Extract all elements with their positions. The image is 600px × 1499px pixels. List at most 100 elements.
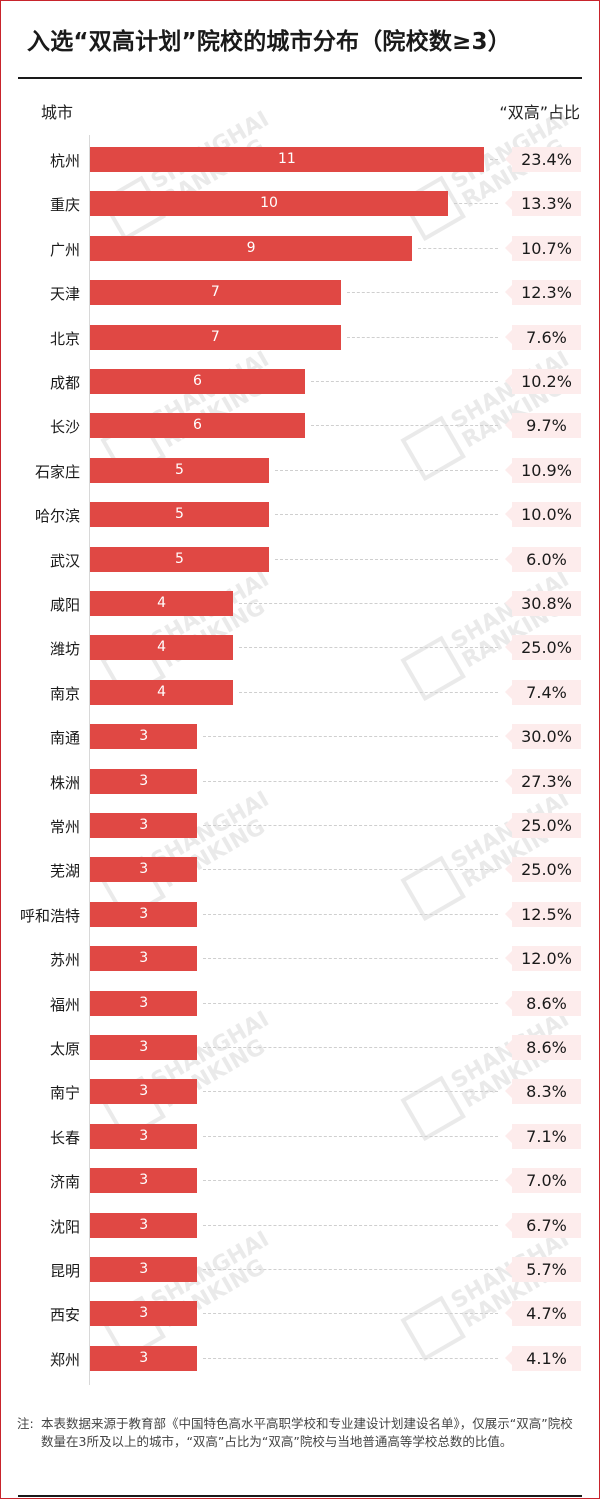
bar-row: 长沙 6 9.7% [0, 413, 600, 439]
share-badge: 25.0% [505, 813, 581, 838]
count-bar: 3 [90, 1212, 198, 1238]
bar-row: 哈尔滨 5 10.0% [0, 502, 600, 528]
leader-line [489, 159, 498, 160]
bar-row: 南宁 3 8.3% [0, 1079, 600, 1105]
share-badge: 10.7% [505, 235, 581, 261]
bar-row: 济南 3 7.0% [0, 1168, 600, 1194]
count-bar: 3 [90, 1079, 198, 1105]
city-label: 广州 [49, 240, 80, 259]
city-label: 沈阳 [49, 1217, 80, 1236]
leader-line [310, 425, 498, 427]
leader-line [454, 203, 498, 205]
city-label: 北京 [49, 329, 80, 348]
share-badge: 10.0% [505, 502, 581, 528]
city-label: 南通 [49, 729, 80, 748]
leader-line [203, 1135, 498, 1137]
share-badge: 30.8% [505, 591, 581, 616]
city-label: 石家庄 [34, 462, 80, 481]
city-label: 昆明 [49, 1262, 80, 1280]
city-label: 济南 [49, 1173, 80, 1192]
leader-line [203, 1002, 498, 1004]
count-bar: 3 [90, 990, 198, 1016]
share-badge: 7.4% [505, 679, 581, 705]
share-badge: 9.7% [505, 413, 581, 439]
footnote: 注: 本表数据来源于教育部《中国特色高水平高职学校和专业建设计划建设名单》，仅展… [17, 1415, 585, 1451]
bar-row: 石家庄 5 10.9% [0, 457, 600, 484]
leader-line [346, 336, 498, 338]
bottom-rule [18, 1495, 582, 1497]
leader-line [346, 292, 498, 294]
bar-row: 沈阳 3 6.7% [0, 1212, 600, 1239]
count-bar: 6 [90, 413, 305, 439]
city-label: 哈尔滨 [34, 507, 80, 526]
count-bar: 3 [90, 857, 198, 883]
city-column-header: 城市 [41, 103, 74, 122]
leader-line [203, 1224, 498, 1226]
leader-line [203, 958, 498, 960]
count-bar: 3 [90, 1123, 198, 1149]
share-badge: 12.5% [505, 901, 581, 927]
leader-line [203, 1357, 498, 1359]
share-badge: 10.2% [505, 369, 581, 394]
count-bar: 6 [90, 369, 305, 394]
share-badge: 23.4% [505, 147, 581, 172]
leader-line [275, 558, 498, 560]
leader-line [239, 647, 498, 649]
city-label: 株洲 [49, 773, 80, 792]
share-badge: 27.3% [505, 768, 581, 794]
leader-line [418, 247, 498, 249]
share-badge: 30.0% [505, 724, 581, 750]
count-bar: 3 [90, 768, 198, 794]
city-label: 成都 [49, 374, 80, 392]
bar-row: 太原 3 8.6% [0, 1035, 600, 1061]
bar-row: 长春 3 7.1% [0, 1123, 600, 1150]
leader-line [203, 1091, 498, 1093]
city-label: 长春 [49, 1128, 80, 1147]
city-label: 武汉 [49, 551, 80, 570]
bar-row: 北京 7 7.6% [0, 324, 600, 351]
share-badge: 8.6% [505, 1035, 581, 1060]
city-label: 福州 [49, 995, 80, 1014]
bar-row: 杭州 11 23.4% [0, 147, 600, 173]
leader-line [203, 1269, 498, 1270]
city-label: 苏州 [49, 951, 80, 970]
city-label: 潍坊 [49, 640, 80, 659]
count-bar: 9 [90, 235, 413, 261]
leader-line [310, 381, 498, 382]
chart-title: 入选“双高计划”院校的城市分布（院校数≥3） [27, 29, 511, 55]
bar-row: 潍坊 4 25.0% [0, 635, 600, 661]
bar-row: 南通 3 30.0% [0, 724, 600, 750]
city-label: 芜湖 [49, 862, 80, 881]
leader-line [203, 913, 498, 915]
city-label: 常州 [49, 818, 80, 836]
bar-row: 广州 9 10.7% [0, 235, 600, 262]
count-bar: 10 [90, 191, 448, 217]
count-bar: 4 [90, 591, 234, 616]
y-axis-line [89, 135, 90, 1385]
bar-row: 武汉 5 6.0% [0, 546, 600, 573]
city-label: 郑州 [49, 1350, 80, 1369]
share-badge: 8.6% [505, 990, 581, 1016]
city-label: 咸阳 [49, 596, 80, 614]
bar-row: 咸阳 4 30.8% [0, 591, 600, 617]
share-badge: 25.0% [505, 857, 581, 883]
count-bar: 4 [90, 635, 234, 661]
share-column-header: “双高”占比 [499, 103, 580, 122]
share-badge: 6.0% [505, 546, 581, 572]
city-label: 呼和浩特 [19, 906, 80, 925]
count-bar: 3 [90, 946, 198, 972]
city-label: 南京 [49, 684, 80, 703]
count-bar: 11 [90, 147, 484, 172]
bar-row: 芜湖 3 25.0% [0, 857, 600, 883]
footnote-text: 本表数据来源于教育部《中国特色高水平高职学校和专业建设计划建设名单》，仅展示“双… [41, 1416, 573, 1449]
city-label: 太原 [49, 1040, 80, 1058]
share-badge: 7.6% [505, 324, 581, 350]
footnote-label: 注: [17, 1416, 34, 1431]
share-badge: 10.9% [505, 457, 581, 483]
leader-line [203, 1313, 498, 1315]
leader-line [203, 1180, 498, 1182]
count-bar: 4 [90, 679, 234, 705]
leader-line [203, 736, 498, 738]
share-badge: 7.1% [505, 1123, 581, 1149]
city-label: 长沙 [49, 418, 80, 437]
